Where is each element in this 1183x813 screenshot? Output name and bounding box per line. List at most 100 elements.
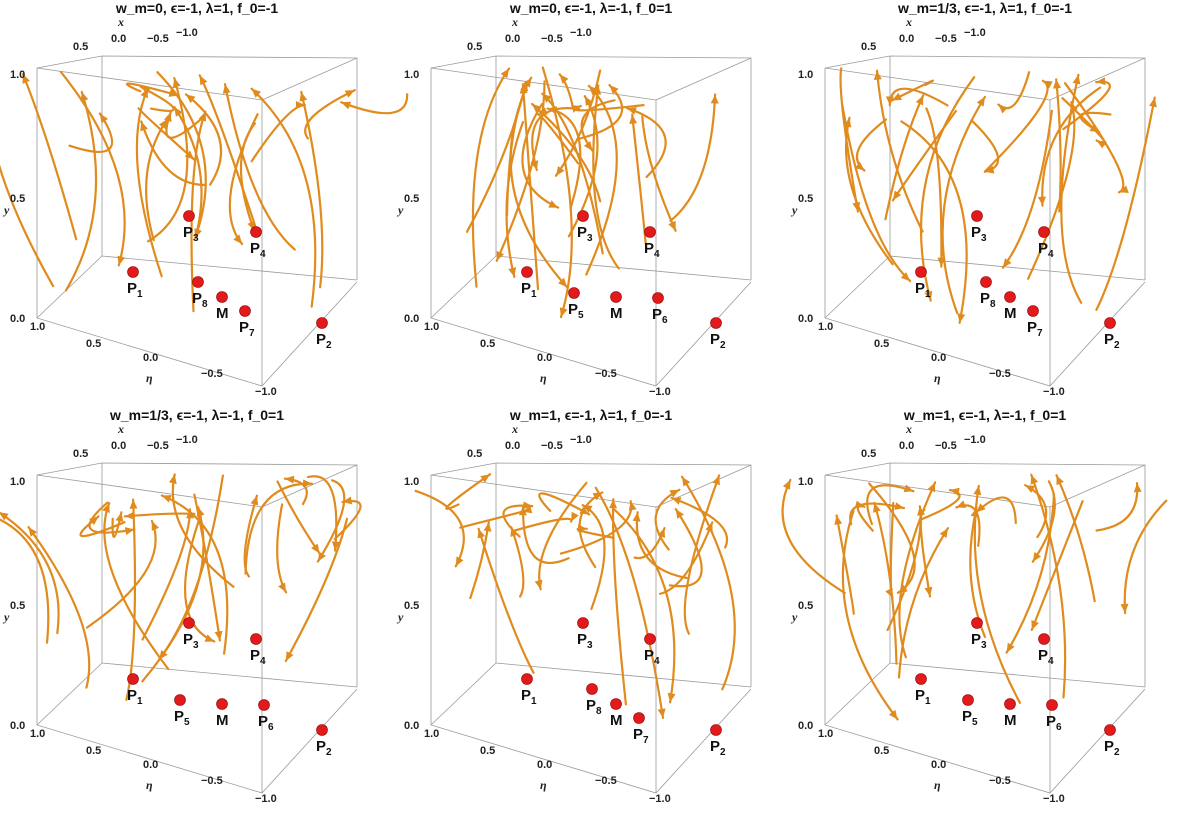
fixed-point-label: P8 — [586, 697, 602, 717]
stream-arrow — [1120, 603, 1129, 613]
fixed-point-p4: P4 — [1038, 226, 1054, 260]
eta-axis-label: η — [540, 371, 547, 385]
fixed-point-p3: P3 — [183, 617, 199, 651]
x-tick-label: 0.5 — [73, 448, 88, 460]
stream-arrow — [854, 161, 865, 171]
fixed-point-label: P4 — [250, 647, 266, 667]
eta-tick-label: 1.0 — [30, 321, 45, 333]
streamline — [276, 503, 288, 594]
streamline — [884, 94, 925, 221]
fixed-point-marker — [980, 276, 992, 288]
streamline — [925, 107, 943, 268]
fixed-point-marker — [1104, 724, 1116, 736]
fixed-point-label: P8 — [192, 290, 208, 310]
streamline — [184, 93, 223, 186]
x-tick-label: 0.5 — [861, 41, 876, 53]
fixed-point-marker — [610, 698, 622, 710]
eta-tick-label: 0.0 — [143, 352, 158, 364]
streamline — [841, 104, 912, 283]
streamline — [445, 473, 492, 510]
eta-tick-label: −1.0 — [1043, 793, 1065, 805]
fixed-point-marker — [1046, 699, 1058, 711]
eta-tick-label: −0.5 — [989, 775, 1011, 787]
streamline — [900, 120, 968, 324]
eta-tick-label: 0.5 — [480, 745, 495, 757]
fixed-point-subscript: 8 — [990, 299, 996, 310]
stream-arrow — [1025, 485, 1036, 493]
x-tick-label: 0.5 — [467, 448, 482, 460]
streamline — [85, 519, 157, 629]
stream-arrow — [889, 709, 898, 720]
stream-arrow — [1006, 642, 1015, 653]
streamline — [866, 484, 915, 526]
streamline — [841, 510, 899, 721]
streamline — [781, 478, 846, 594]
eta-tick-label: 1.0 — [818, 321, 833, 333]
fixed-point-subscript: 1 — [137, 696, 143, 707]
fixed-point-p1: P1 — [521, 266, 537, 300]
box-edge — [1049, 57, 1146, 386]
stream-arrow — [558, 277, 568, 288]
fixed-point-label: P2 — [316, 738, 332, 758]
eta-axis-label: η — [146, 371, 153, 385]
fixed-point-subscript: 8 — [596, 706, 602, 717]
stream-arrow — [196, 507, 205, 517]
fixed-point-p1: P1 — [915, 673, 931, 707]
x-tick-label: 0.0 — [111, 440, 126, 452]
streamline — [538, 481, 588, 591]
stream-arrow — [950, 487, 960, 496]
stream-arrow — [667, 692, 676, 703]
streamline — [510, 526, 525, 598]
fixed-point-m: M — [610, 698, 623, 729]
y-tick-label: 0.0 — [404, 313, 419, 325]
stream-arrow — [584, 96, 593, 106]
streamline — [173, 105, 203, 235]
streamline — [68, 112, 114, 153]
eta-tick-label: 0.5 — [874, 338, 889, 350]
fixed-point-p3: P3 — [577, 210, 593, 244]
box-edge — [261, 57, 358, 386]
fixed-point-subscript: 4 — [654, 249, 660, 260]
x-tick-label: −1.0 — [570, 27, 592, 39]
stream-arrow — [140, 86, 151, 95]
fixed-point-marker — [250, 226, 262, 238]
stream-arrow — [199, 75, 208, 86]
fixed-point-label: P5 — [568, 301, 584, 321]
stream-arrow — [998, 104, 1008, 114]
x-tick-label: −1.0 — [964, 27, 986, 39]
eta-tick-label: −0.5 — [595, 368, 617, 380]
streamline — [0, 164, 55, 288]
y-tick-label: 0.5 — [404, 600, 419, 612]
fixed-point-subscript: 7 — [249, 328, 255, 339]
stream-arrow — [629, 114, 638, 124]
eta-tick-label: 1.0 — [818, 728, 833, 740]
stream-arrow — [302, 479, 312, 488]
eta-tick-label: −0.5 — [595, 775, 617, 787]
streamline — [541, 92, 604, 255]
x-axis-label: x — [117, 422, 124, 436]
stream-arrow — [174, 107, 183, 117]
box-edge — [824, 475, 1146, 794]
box-edge — [101, 463, 358, 688]
eta-tick-label: 0.5 — [874, 745, 889, 757]
streamlines — [0, 473, 362, 701]
fixed-point-label: P4 — [1038, 240, 1054, 260]
stream-arrow — [1072, 74, 1081, 85]
fixed-point-subscript: 2 — [326, 747, 332, 758]
stream-arrow — [628, 501, 637, 511]
fixed-point-subscript: 3 — [981, 233, 987, 244]
stream-arrow — [317, 551, 326, 562]
streamline — [414, 489, 465, 568]
stream-arrow — [530, 160, 539, 170]
stream-arrow — [627, 107, 637, 115]
streamline — [103, 502, 170, 671]
box-edge — [36, 475, 358, 794]
streamline — [243, 494, 258, 578]
streamline — [849, 502, 906, 526]
box-edge — [430, 255, 497, 319]
stream-arrow — [675, 509, 684, 519]
streamline — [145, 118, 169, 242]
x-axis-label: x — [905, 15, 912, 29]
streamlines — [839, 67, 1157, 324]
stream-arrow — [518, 506, 527, 516]
